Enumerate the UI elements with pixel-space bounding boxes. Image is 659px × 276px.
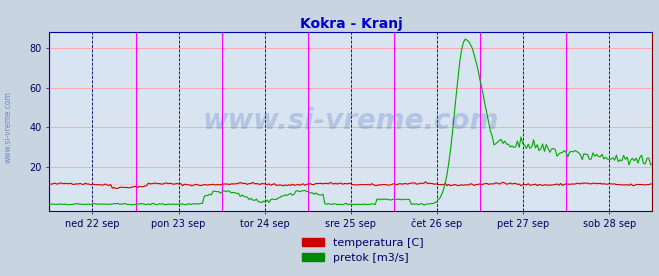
Text: www.si-vreme.com: www.si-vreme.com xyxy=(203,107,499,136)
Legend: temperatura [C], pretok [m3/s]: temperatura [C], pretok [m3/s] xyxy=(297,233,428,268)
Title: Kokra - Kranj: Kokra - Kranj xyxy=(300,17,402,31)
Text: www.si-vreme.com: www.si-vreme.com xyxy=(3,91,13,163)
